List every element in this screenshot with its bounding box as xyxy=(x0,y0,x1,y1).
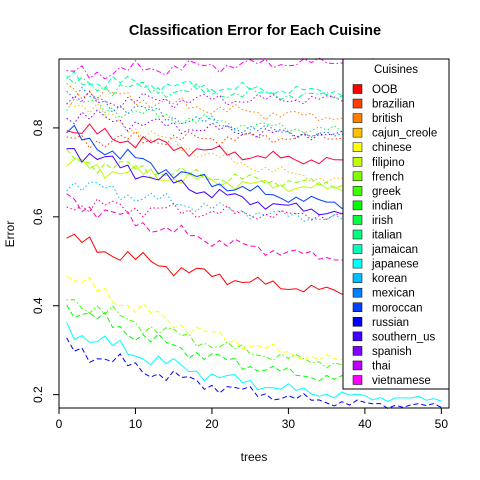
legend-swatch xyxy=(352,273,363,283)
legend-swatch xyxy=(352,317,363,327)
legend-item-label: thai xyxy=(372,360,391,372)
legend-swatch xyxy=(352,346,363,356)
y-axis-label: Error xyxy=(3,221,17,248)
legend-item-label: french xyxy=(372,171,404,183)
y-tick-label: 0.6 xyxy=(31,208,45,225)
x-tick-label: 0 xyxy=(56,417,63,431)
y-tick-label: 0.4 xyxy=(31,297,45,314)
legend-item-label: mexican xyxy=(372,288,415,300)
x-axis: 0 10 20 30 40 50 xyxy=(56,408,449,431)
legend-item-label: russian xyxy=(372,317,409,329)
series-line xyxy=(66,83,442,122)
legend-swatch xyxy=(352,331,363,342)
legend-swatch xyxy=(352,186,363,196)
legend-item-label: southern_us xyxy=(372,331,436,343)
series-line xyxy=(66,75,442,101)
legend-swatch xyxy=(352,360,363,371)
legend-swatch xyxy=(352,157,363,167)
legend-item-label: indian xyxy=(372,200,403,212)
legend-item-label: jamaican xyxy=(371,244,418,256)
series-line xyxy=(66,322,442,403)
x-tick-label: 50 xyxy=(435,417,449,431)
legend-item-label: moroccan xyxy=(372,302,423,314)
legend-swatch xyxy=(352,302,363,312)
x-tick-label: 30 xyxy=(282,417,296,431)
legend-item-label: british xyxy=(372,113,403,125)
x-tick-label: 10 xyxy=(129,417,143,431)
x-axis-label: trees xyxy=(241,450,268,464)
legend-swatch xyxy=(352,84,363,94)
legend-item-label: chinese xyxy=(372,142,412,154)
series-line xyxy=(66,337,442,409)
legend-swatch xyxy=(352,127,363,138)
legend-title: Cuisines xyxy=(374,64,418,76)
legend-item-label: brazilian xyxy=(372,99,415,111)
legend-item-label: greek xyxy=(372,186,401,198)
y-tick-label: 0.8 xyxy=(31,119,45,136)
chart-title: Classification Error for Each Cuisine xyxy=(129,23,381,39)
series-line xyxy=(66,109,442,141)
legend-swatch xyxy=(352,98,363,109)
y-tick-label: 0.2 xyxy=(31,386,45,403)
x-tick-label: 40 xyxy=(358,417,372,431)
legend-swatch xyxy=(352,229,363,240)
legend-swatch xyxy=(352,113,363,123)
legend-swatch xyxy=(352,215,363,225)
legend-swatch xyxy=(352,244,363,254)
legend-item-label: OOB xyxy=(372,84,398,96)
x-tick-label: 20 xyxy=(205,417,219,431)
legend-swatch xyxy=(352,200,363,211)
legend-item-label: korean xyxy=(372,273,407,285)
legend-item-label: vietnamese xyxy=(372,375,431,387)
legend-item-label: irish xyxy=(372,215,393,227)
y-axis: 0.2 0.4 0.6 0.8 xyxy=(31,119,59,403)
legend-swatch xyxy=(352,287,363,298)
legend-swatch xyxy=(352,171,363,182)
legend-swatch xyxy=(352,258,363,269)
legend-item-label: filipino xyxy=(372,157,405,169)
legend-swatch xyxy=(352,142,363,152)
legend-item-label: italian xyxy=(372,230,402,242)
legend: Cuisines OOB brazilian british cajun_creole… xyxy=(342,58,450,390)
legend-swatch xyxy=(352,375,363,385)
legend-item-label: japanese xyxy=(371,259,419,271)
legend-item-label: spanish xyxy=(372,346,412,358)
legend-item-label: cajun_creole xyxy=(372,128,437,140)
